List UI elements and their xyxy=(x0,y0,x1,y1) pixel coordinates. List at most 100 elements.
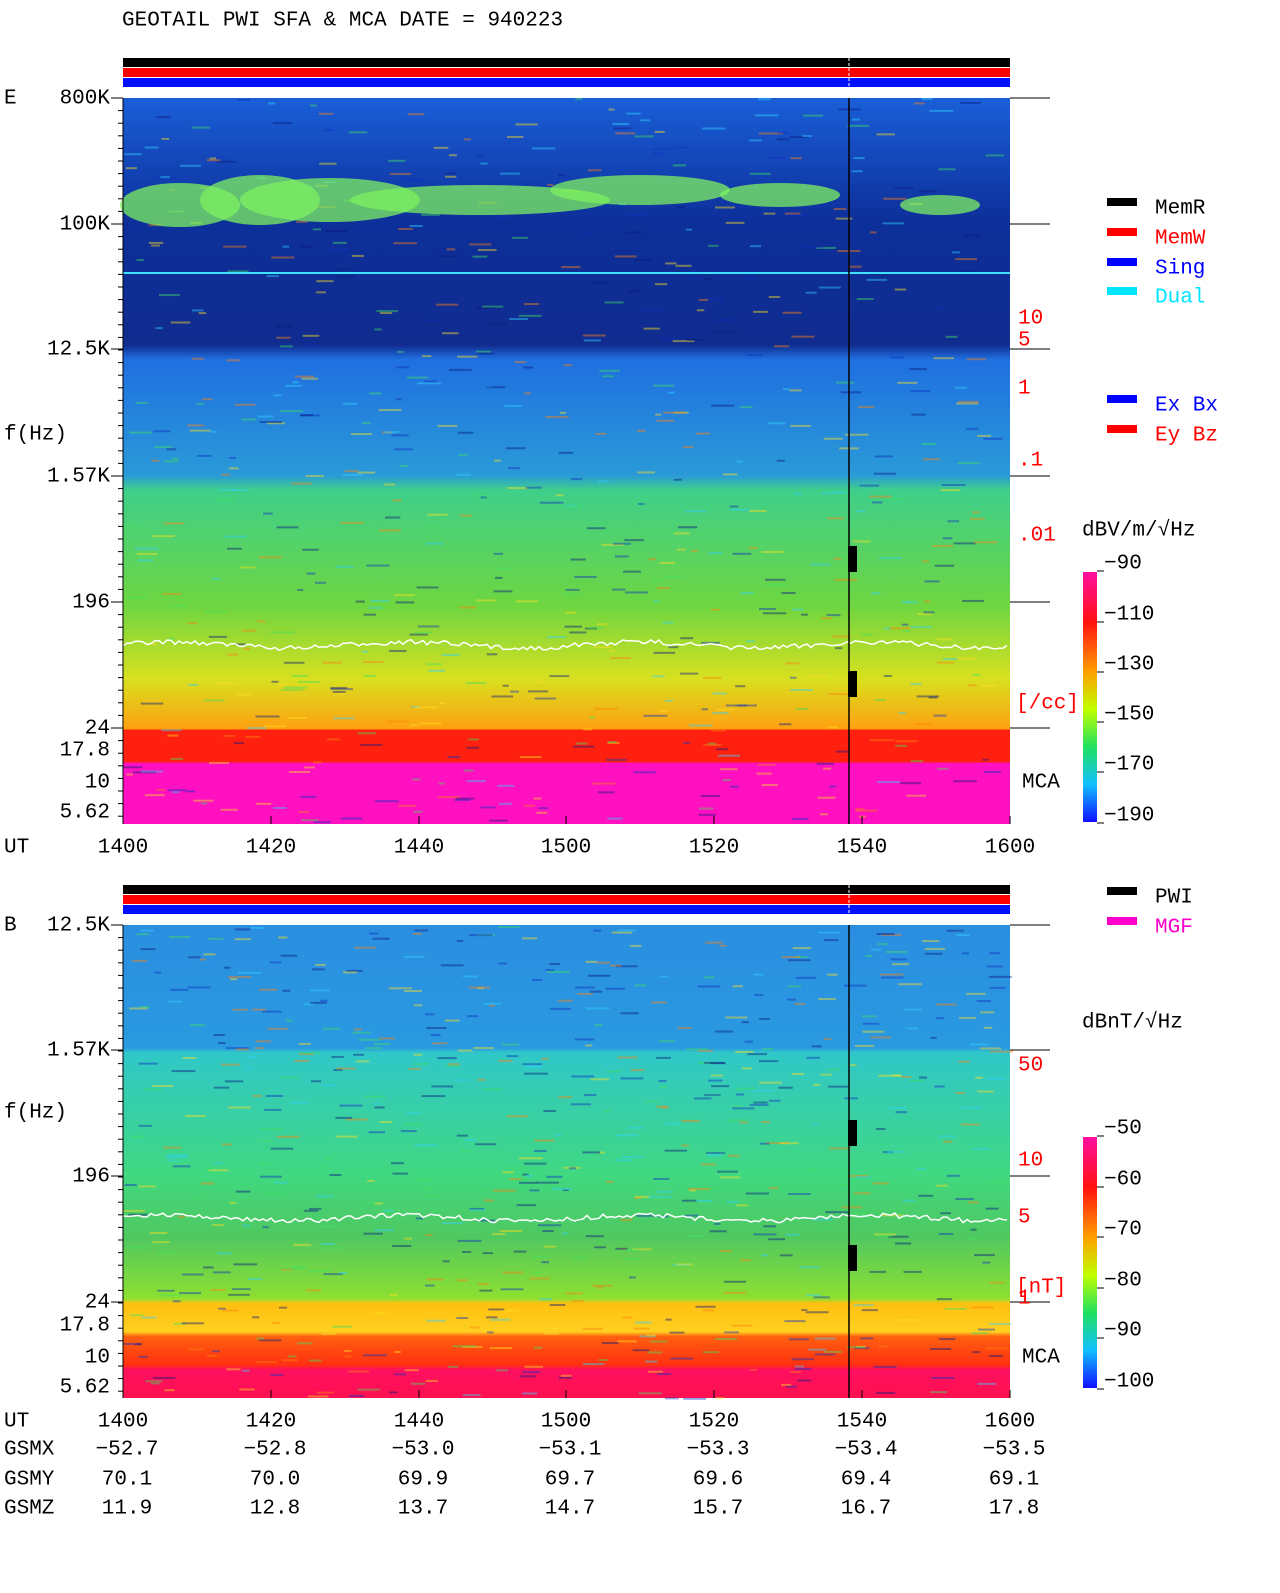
noise xyxy=(856,1345,866,1348)
noise xyxy=(876,1234,893,1237)
noise xyxy=(571,478,583,481)
legend-label: Dual xyxy=(1155,287,1205,310)
noise xyxy=(323,1273,343,1276)
scale-tick-label: 10 xyxy=(1018,308,1043,331)
noise xyxy=(270,1147,294,1150)
noise xyxy=(791,1072,804,1075)
legend-label: Sing xyxy=(1155,258,1205,281)
noise xyxy=(704,1094,721,1097)
noise xyxy=(529,1189,540,1192)
noise xyxy=(514,361,526,364)
noise xyxy=(160,176,170,179)
noise xyxy=(125,167,137,170)
noise xyxy=(259,420,283,423)
noise xyxy=(479,1289,493,1292)
freq-tick-label: 5.62 xyxy=(60,1377,110,1400)
noise xyxy=(123,1209,145,1212)
noise xyxy=(922,560,929,563)
noise xyxy=(665,1318,672,1321)
noise xyxy=(181,1273,204,1276)
legend-swatch xyxy=(1107,198,1137,206)
noise xyxy=(417,382,441,385)
noise xyxy=(768,156,786,159)
noise xyxy=(656,1056,671,1059)
noise xyxy=(549,675,570,678)
noise xyxy=(882,222,905,225)
noise xyxy=(823,1350,843,1353)
noise xyxy=(680,637,694,640)
noise xyxy=(140,702,164,705)
noise xyxy=(301,345,320,348)
noise xyxy=(267,422,285,425)
noise xyxy=(653,1177,670,1180)
noise xyxy=(784,1320,806,1323)
noise xyxy=(962,599,985,602)
noise xyxy=(283,1267,306,1270)
noise xyxy=(223,245,247,248)
noise xyxy=(492,1189,516,1192)
noise xyxy=(649,1340,668,1343)
noise xyxy=(431,1210,439,1213)
noise xyxy=(988,1322,1012,1325)
noise xyxy=(983,770,1002,773)
noise xyxy=(756,772,772,775)
noise xyxy=(462,1185,470,1188)
noise xyxy=(749,1368,758,1371)
colorbar-label: −90 xyxy=(1104,553,1142,576)
noise xyxy=(315,581,326,584)
noise xyxy=(474,306,495,309)
orbit-value: −53.4 xyxy=(834,1439,897,1462)
noise xyxy=(634,259,652,262)
noise xyxy=(135,401,149,404)
noise xyxy=(348,1370,370,1373)
noise xyxy=(667,391,675,394)
noise xyxy=(952,251,961,254)
noise xyxy=(698,298,709,301)
noise xyxy=(132,959,148,962)
noise xyxy=(124,526,138,529)
noise xyxy=(739,1121,748,1124)
noise xyxy=(161,137,170,140)
noise xyxy=(972,1147,990,1150)
noise xyxy=(438,782,445,785)
noise xyxy=(599,369,620,372)
noise xyxy=(708,551,722,554)
noise xyxy=(977,1090,994,1093)
noise xyxy=(700,1163,717,1166)
noise xyxy=(840,391,862,394)
noise xyxy=(373,1043,391,1046)
noise xyxy=(790,689,813,692)
noise xyxy=(930,1036,937,1039)
noise xyxy=(906,601,918,604)
noise xyxy=(699,807,714,810)
noise xyxy=(368,606,383,609)
noise xyxy=(256,1361,278,1364)
noise xyxy=(228,456,236,459)
noise xyxy=(245,735,261,738)
noise xyxy=(188,956,201,959)
noise xyxy=(853,540,871,543)
noise xyxy=(255,1040,271,1043)
noise xyxy=(298,811,310,814)
noise xyxy=(270,1373,284,1376)
noise xyxy=(637,429,646,432)
noise xyxy=(457,1279,468,1282)
noise xyxy=(827,1068,840,1071)
noise xyxy=(532,147,556,150)
noise xyxy=(873,472,897,475)
noise xyxy=(458,454,468,457)
noise xyxy=(816,246,837,249)
legend-swatch xyxy=(1107,887,1137,895)
noise xyxy=(858,405,875,408)
noise xyxy=(208,635,227,638)
noise xyxy=(570,1103,591,1106)
noise xyxy=(940,489,961,492)
noise xyxy=(634,135,654,138)
noise xyxy=(508,1178,522,1181)
freq-tick-label: 24 xyxy=(85,718,110,741)
noise xyxy=(714,1222,721,1225)
noise xyxy=(789,389,802,392)
noise xyxy=(884,627,892,630)
noise xyxy=(223,966,231,969)
noise xyxy=(232,1008,248,1011)
